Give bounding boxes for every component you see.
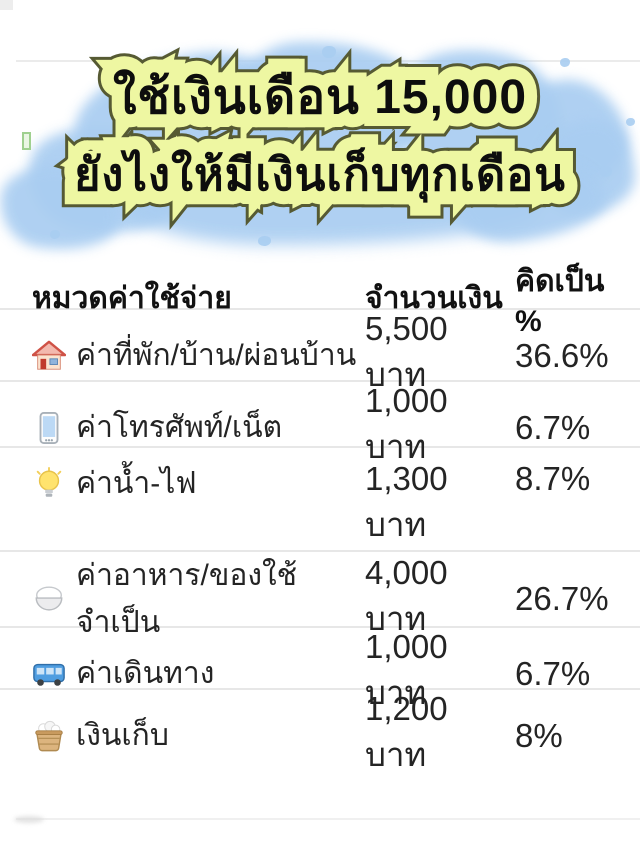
category-label: ค่าน้ำ-ไฟ [76, 467, 197, 500]
percent-value: 6.7% [515, 654, 591, 692]
corner-artifact [0, 0, 13, 10]
category-cell: ค่าเดินทาง [32, 650, 365, 697]
amount-value: 4,000 บาท [365, 553, 448, 637]
title-line-1: ใช้เงินเดือน 15,000 ใช้เงินเดือน 15,000 … [0, 55, 640, 140]
basket-icon [32, 719, 66, 753]
table-row: ค่าโทรศัพท์/เน็ต 1,000 บาท 6.7% [0, 382, 640, 465]
header-category: หมวดค่าใช้จ่าย [32, 282, 232, 315]
percent-value: 36.6% [515, 336, 609, 374]
category-cell: เงินเก็บ [32, 712, 365, 759]
title: ใช้เงินเดือน 15,000 ใช้เงินเดือน 15,000 … [0, 55, 640, 216]
header-percent: คิดเป็น % [515, 265, 605, 338]
percent-value: 8% [515, 716, 563, 754]
splatter-dot [322, 46, 336, 58]
amount-value: 5,500 บาท [365, 310, 448, 393]
category-cell: ค่าโทรศัพท์/เน็ต [32, 404, 365, 451]
category-label: ค่าเดินทาง [76, 657, 215, 690]
category-label: ค่าที่พัก/บ้าน/ผ่อนบ้าน [76, 339, 357, 372]
title-line-1-text: ใช้เงินเดือน 15,000 [112, 71, 528, 124]
table-row: ค่าอาหาร/ของใช้จำเป็น 4,000 บาท 26.7% [0, 552, 640, 639]
expense-table: หมวดค่าใช้จ่าย จำนวนเงิน คิดเป็น % ค่าที… [0, 258, 640, 773]
amount-value: 1,000 บาท [365, 382, 448, 465]
amount-value: 1,000 บาท [365, 628, 448, 711]
category-label: เงินเก็บ [76, 719, 169, 752]
splatter-dot [50, 230, 60, 239]
bus-icon [32, 657, 66, 691]
bottom-divider-line [16, 818, 640, 820]
title-line-2-text: ยังไงให้มีเงินเก็บทุกเดือน [74, 149, 566, 200]
green-artifact [22, 132, 31, 150]
splatter-dot [258, 236, 271, 246]
table-row: ค่าน้ำ-ไฟ 1,300 บาท 8.7% [0, 448, 640, 552]
category-cell: ค่าที่พัก/บ้าน/ผ่อนบ้าน [32, 332, 365, 379]
category-cell: ค่าอาหาร/ของใช้จำเป็น [32, 552, 365, 646]
category-cell: ค่าน้ำ-ไฟ [32, 460, 365, 507]
title-line-2: ยังไงให้มีเงินเก็บทุกเดือน ยังไงให้มีเงิ… [0, 133, 640, 216]
table-row: ค่าเดินทาง 1,000 บาท 6.7% [0, 628, 640, 711]
bulb-icon [32, 466, 66, 501]
house-icon [32, 339, 66, 373]
percent-value: 8.7% [515, 460, 591, 497]
category-label: ค่าโทรศัพท์/เน็ต [76, 411, 283, 444]
table-row: เงินเก็บ 1,200 บาท 8% [0, 690, 640, 773]
percent-value: 6.7% [515, 408, 591, 446]
percent-value: 26.7% [515, 580, 609, 617]
table-row: ค่าที่พัก/บ้าน/ผ่อนบ้าน 5,500 บาท 36.6% [0, 310, 640, 393]
amount-value: 1,200 บาท [365, 690, 448, 773]
table-body: ค่าที่พัก/บ้าน/ผ่อนบ้าน 5,500 บาท 36.6% … [0, 310, 640, 773]
category-label: ค่าอาหาร/ของใช้จำเป็น [76, 559, 298, 639]
phone-icon [32, 411, 66, 445]
table-header-row: หมวดค่าใช้จ่าย จำนวนเงิน คิดเป็น % [0, 258, 640, 338]
amount-value: 1,300 บาท [365, 460, 448, 543]
rice-icon [32, 582, 66, 616]
header-amount: จำนวนเงิน [365, 282, 503, 315]
smudge-artifact [14, 816, 44, 823]
